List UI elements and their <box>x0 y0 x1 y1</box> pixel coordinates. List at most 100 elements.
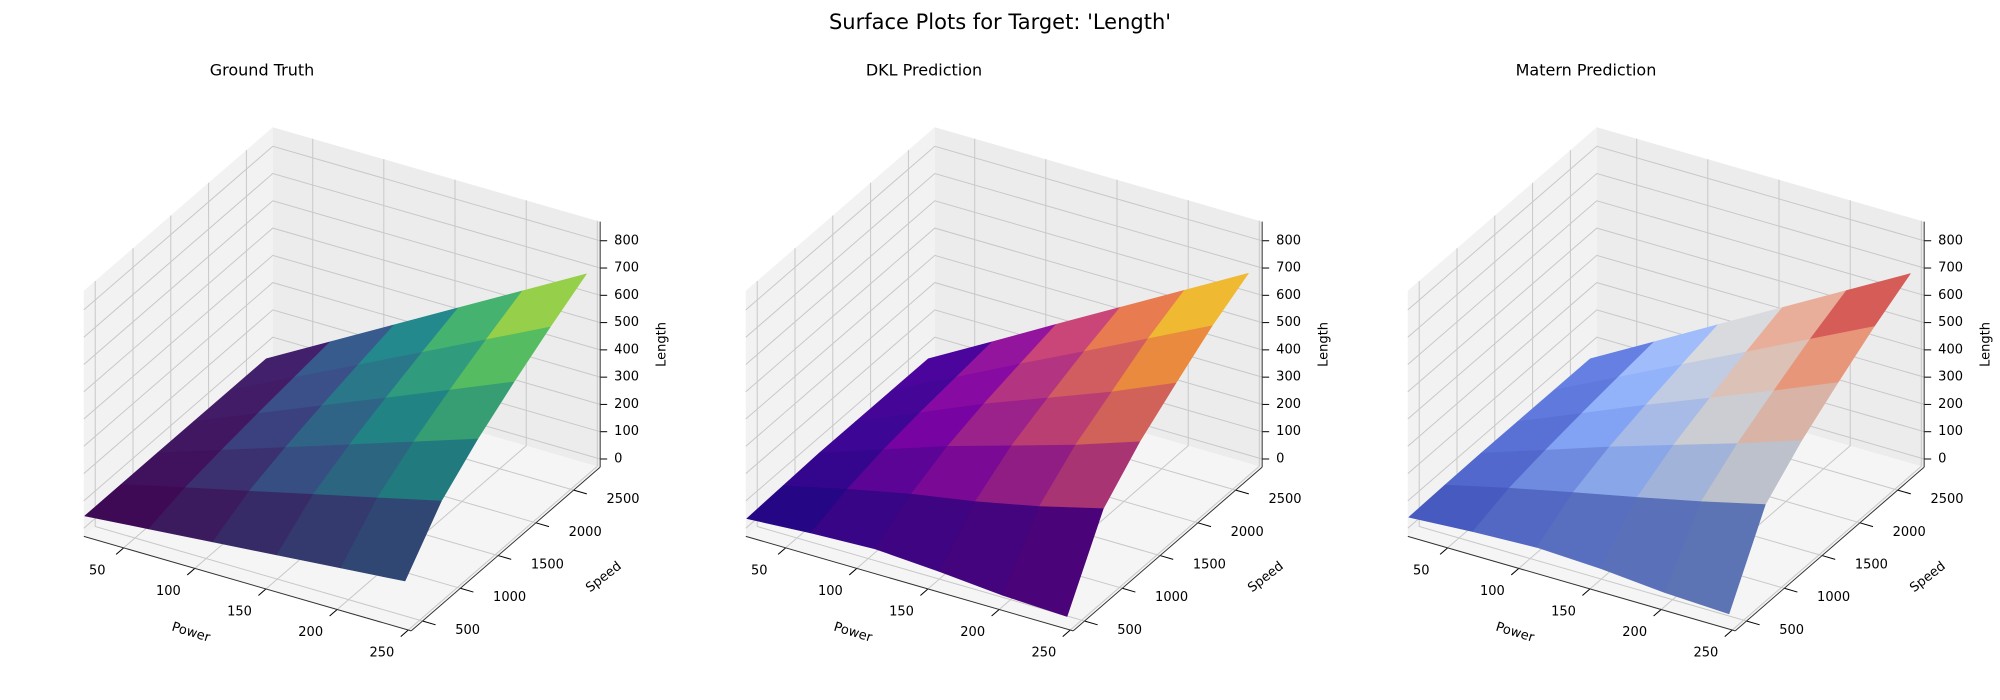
z-tick-label: 700 <box>1276 261 1301 276</box>
grid-line <box>407 220 598 631</box>
axis-line <box>83 535 412 632</box>
tick-mark <box>1062 629 1071 637</box>
z-tick-label: 500 <box>614 315 639 330</box>
axis-line <box>410 466 601 632</box>
z-tick-label: 600 <box>1938 288 1963 303</box>
x-axis-label: Power <box>170 620 213 646</box>
tick-mark <box>1197 522 1212 528</box>
tick-mark <box>848 568 858 576</box>
z-tick-label: 300 <box>614 370 639 385</box>
y-tick-label: 1000 <box>1155 590 1188 605</box>
tick-mark <box>1235 489 1249 495</box>
subplot-title: Ground Truth <box>210 61 315 80</box>
tick-mark <box>1084 620 1098 626</box>
z-tick-label: 800 <box>1276 233 1301 248</box>
z-tick-label: 0 <box>1276 451 1284 466</box>
z-axis-label: Length <box>655 322 670 367</box>
grid-line <box>83 200 601 365</box>
z-tick-label: 0 <box>614 451 622 466</box>
grid-line <box>745 145 1263 311</box>
tick-mark <box>1897 489 1911 495</box>
z-tick-label: 200 <box>1276 397 1301 412</box>
x-tick-label: 200 <box>960 625 985 640</box>
x-tick-label: 150 <box>227 604 252 619</box>
z-axis-label: Length <box>1979 322 1994 367</box>
z-tick-label: 100 <box>1938 424 1963 439</box>
z-tick-label: 600 <box>614 288 639 303</box>
grid-line <box>1407 227 1925 393</box>
y-tick-label: 1500 <box>1193 558 1226 573</box>
tick-mark <box>400 629 409 637</box>
axis-line <box>745 535 1074 632</box>
subplot: DKL Prediction50100150200250500100015002… <box>745 61 1332 660</box>
y-axis-label: Speed <box>1907 559 1948 596</box>
grid-line <box>745 172 1263 338</box>
y-tick-label: 2000 <box>1231 525 1264 540</box>
y-tick-label: 2000 <box>569 525 602 540</box>
y-axis-label: Speed <box>1245 559 1286 596</box>
tick-mark <box>1821 555 1836 560</box>
tick-mark <box>497 555 512 560</box>
x-axis-label: Power <box>1494 620 1537 646</box>
grid-line <box>1069 220 1260 631</box>
x-tick-label: 250 <box>1693 645 1718 660</box>
grid-line <box>1407 200 1925 365</box>
x-tick-label: 50 <box>1413 563 1430 578</box>
z-tick-label: 200 <box>614 397 639 412</box>
z-tick-label: 800 <box>1938 233 1963 248</box>
tick-mark <box>186 568 196 576</box>
z-tick-label: 100 <box>1276 424 1301 439</box>
z-tick-label: 400 <box>614 342 639 357</box>
x-tick-label: 50 <box>89 563 106 578</box>
axis-line <box>1734 466 1925 632</box>
tick-mark <box>1784 587 1798 593</box>
grid-line <box>1407 172 1925 338</box>
tick-mark <box>1439 547 1449 555</box>
tick-mark <box>329 609 338 617</box>
z-tick-label: 500 <box>1276 315 1301 330</box>
z-tick-label: 100 <box>614 424 639 439</box>
y-tick-label: 1500 <box>531 558 564 573</box>
figure-title: Surface Plots for Target: 'Length' <box>829 10 1171 34</box>
grid-line <box>83 227 601 393</box>
grid-line <box>756 281 1085 622</box>
grid-line <box>1731 220 1922 631</box>
x-tick-label: 200 <box>1622 625 1647 640</box>
y-tick-label: 500 <box>455 623 480 638</box>
z-tick-label: 300 <box>1276 370 1301 385</box>
y-tick-label: 1500 <box>1855 558 1888 573</box>
subplot: Matern Prediction50100150200250500100015… <box>1407 61 1994 660</box>
x-tick-label: 200 <box>298 625 323 640</box>
surface-patch <box>340 497 442 582</box>
tick-mark <box>1582 588 1591 596</box>
tick-mark <box>1746 620 1760 626</box>
z-axis-label: Length <box>1317 322 1332 367</box>
axis-line <box>1072 466 1263 632</box>
tick-mark <box>1510 568 1520 576</box>
z-tick-label: 600 <box>1276 288 1301 303</box>
tick-mark <box>777 547 787 555</box>
pane <box>83 127 273 537</box>
subplot-title: DKL Prediction <box>866 61 982 80</box>
x-tick-label: 100 <box>818 584 843 599</box>
x-tick-label: 100 <box>156 584 181 599</box>
grid-line <box>1418 281 1747 622</box>
subplot: Ground Truth5010015020025050010001500200… <box>83 61 670 660</box>
z-tick-label: 400 <box>1938 342 1963 357</box>
z-tick-label: 0 <box>1938 451 1946 466</box>
y-axis-label: Speed <box>583 559 624 596</box>
surface-patch <box>1002 506 1104 617</box>
y-tick-label: 2500 <box>1268 492 1301 507</box>
z-tick-label: 500 <box>1938 315 1963 330</box>
axis-line <box>1407 535 1736 632</box>
grid-line <box>94 281 423 622</box>
tick-mark <box>991 609 1000 617</box>
z-tick-label: 800 <box>614 233 639 248</box>
surface-patch <box>1664 501 1766 615</box>
z-tick-label: 400 <box>1276 342 1301 357</box>
z-tick-label: 700 <box>614 261 639 276</box>
tick-mark <box>460 587 474 593</box>
pane <box>1407 127 1597 537</box>
y-tick-label: 500 <box>1117 623 1142 638</box>
grid-line <box>745 200 1263 365</box>
